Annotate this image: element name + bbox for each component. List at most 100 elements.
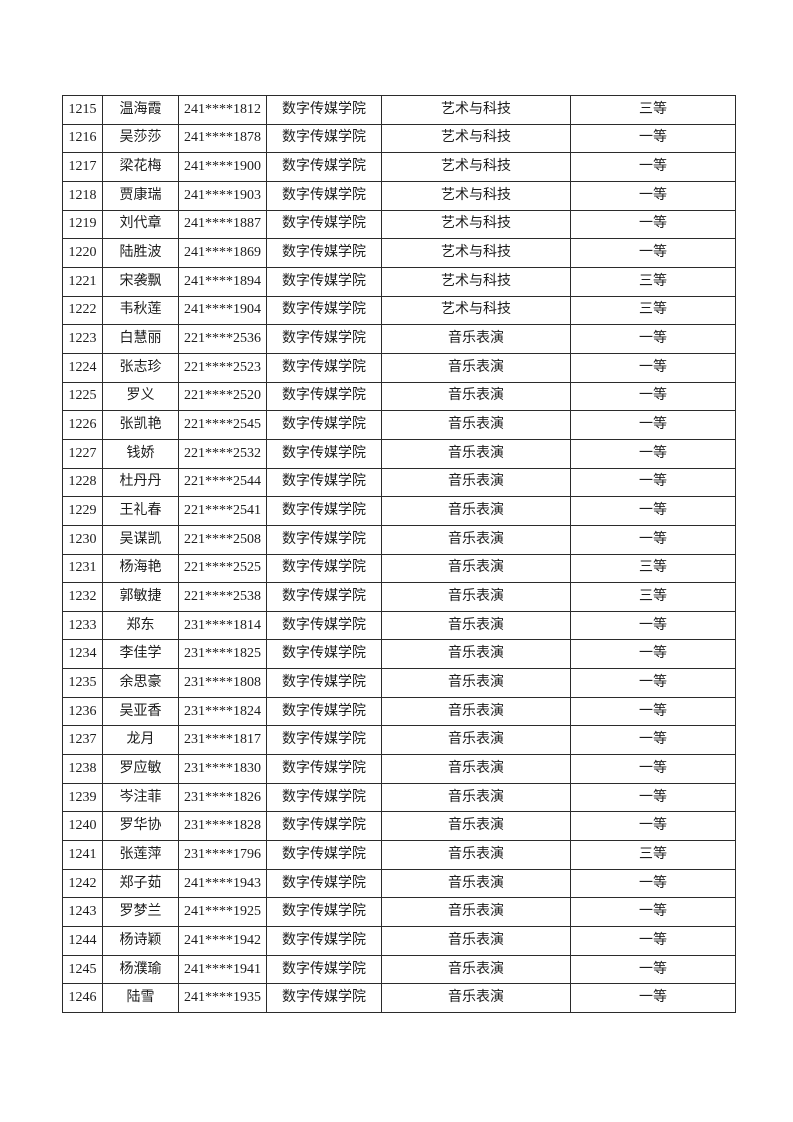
cell-student-id: 231****1817 <box>178 725 267 756</box>
table-row: 1226 张凯艳 221****2545 数字传媒学院 音乐表演 一等 <box>62 410 736 440</box>
cell-award-level: 一等 <box>570 954 736 985</box>
cell-name: 钱娇 <box>102 438 179 469</box>
cell-name: 岑注菲 <box>102 782 179 813</box>
cell-serial: 1224 <box>62 352 103 383</box>
cell-student-id: 241****1878 <box>178 123 267 154</box>
table-row: 1239 岑注菲 231****1826 数字传媒学院 音乐表演 一等 <box>62 782 736 813</box>
cell-award-level: 三等 <box>570 295 736 326</box>
cell-award-level: 一等 <box>570 782 736 813</box>
cell-major: 音乐表演 <box>381 668 571 698</box>
cell-student-id: 221****2541 <box>178 496 267 526</box>
cell-major: 音乐表演 <box>381 553 571 584</box>
cell-student-id: 241****1887 <box>178 209 267 240</box>
cell-college: 数字传媒学院 <box>266 209 382 240</box>
cell-award-level: 一等 <box>570 926 736 956</box>
cell-name: 张莲萍 <box>102 840 179 870</box>
table-row: 1215 温海霞 241****1812 数字传媒学院 艺术与科技 三等 <box>62 95 736 125</box>
cell-major: 艺术与科技 <box>381 238 571 268</box>
cell-major: 音乐表演 <box>381 696 571 727</box>
cell-award-level: 一等 <box>570 524 736 555</box>
cell-major: 音乐表演 <box>381 868 571 899</box>
cell-serial: 1239 <box>62 782 103 813</box>
cell-name: 罗应敏 <box>102 754 179 784</box>
cell-major: 音乐表演 <box>381 954 571 985</box>
cell-college: 数字传媒学院 <box>266 438 382 469</box>
cell-award-level: 一等 <box>570 152 736 182</box>
cell-college: 数字传媒学院 <box>266 496 382 526</box>
table-row: 1224 张志珍 221****2523 数字传媒学院 音乐表演 一等 <box>62 352 736 383</box>
cell-college: 数字传媒学院 <box>266 668 382 698</box>
cell-major: 艺术与科技 <box>381 180 571 211</box>
cell-student-id: 241****1904 <box>178 295 267 326</box>
cell-student-id: 231****1796 <box>178 840 267 870</box>
cell-student-id: 221****2523 <box>178 352 267 383</box>
cell-major: 音乐表演 <box>381 725 571 756</box>
cell-student-id: 241****1941 <box>178 954 267 985</box>
cell-college: 数字传媒学院 <box>266 696 382 727</box>
cell-name: 杨诗颖 <box>102 926 179 956</box>
cell-major: 音乐表演 <box>381 811 571 842</box>
cell-college: 数字传媒学院 <box>266 639 382 670</box>
cell-award-level: 一等 <box>570 352 736 383</box>
cell-serial: 1219 <box>62 209 103 240</box>
cell-major: 音乐表演 <box>381 352 571 383</box>
table-row: 1220 陆胜波 241****1869 数字传媒学院 艺术与科技 一等 <box>62 238 736 268</box>
table-row: 1242 郑子茹 241****1943 数字传媒学院 音乐表演 一等 <box>62 868 736 899</box>
cell-college: 数字传媒学院 <box>266 238 382 268</box>
cell-award-level: 一等 <box>570 238 736 268</box>
table-row: 1216 吴莎莎 241****1878 数字传媒学院 艺术与科技 一等 <box>62 123 736 154</box>
award-table: 1215 温海霞 241****1812 数字传媒学院 艺术与科技 三等 1216 吴莎莎 24… <box>62 95 736 1013</box>
cell-serial: 1216 <box>62 123 103 154</box>
cell-name: 贾康瑞 <box>102 180 179 211</box>
cell-serial: 1225 <box>62 381 103 412</box>
cell-serial: 1220 <box>62 238 103 268</box>
cell-name: 郭敏捷 <box>102 582 179 612</box>
cell-major: 艺术与科技 <box>381 123 571 154</box>
cell-award-level: 一等 <box>570 123 736 154</box>
cell-award-level: 一等 <box>570 410 736 440</box>
cell-serial: 1232 <box>62 582 103 612</box>
cell-college: 数字传媒学院 <box>266 868 382 899</box>
table-row: 1217 梁花梅 241****1900 数字传媒学院 艺术与科技 一等 <box>62 152 736 182</box>
cell-name: 罗义 <box>102 381 179 412</box>
cell-college: 数字传媒学院 <box>266 725 382 756</box>
cell-name: 王礼春 <box>102 496 179 526</box>
cell-name: 郑子茹 <box>102 868 179 899</box>
cell-serial: 1229 <box>62 496 103 526</box>
cell-student-id: 231****1808 <box>178 668 267 698</box>
cell-award-level: 一等 <box>570 496 736 526</box>
table-row: 1227 钱娇 221****2532 数字传媒学院 音乐表演 一等 <box>62 438 736 469</box>
cell-award-level: 三等 <box>570 840 736 870</box>
cell-major: 音乐表演 <box>381 524 571 555</box>
cell-student-id: 231****1830 <box>178 754 267 784</box>
cell-college: 数字传媒学院 <box>266 381 382 412</box>
cell-college: 数字传媒学院 <box>266 954 382 985</box>
cell-student-id: 221****2538 <box>178 582 267 612</box>
cell-name: 张凯艳 <box>102 410 179 440</box>
cell-award-level: 一等 <box>570 754 736 784</box>
cell-serial: 1217 <box>62 152 103 182</box>
table-row: 1236 吴亚香 231****1824 数字传媒学院 音乐表演 一等 <box>62 696 736 727</box>
table-row: 1231 杨海艳 221****2525 数字传媒学院 音乐表演 三等 <box>62 553 736 584</box>
table-row: 1228 杜丹丹 221****2544 数字传媒学院 音乐表演 一等 <box>62 467 736 498</box>
cell-college: 数字传媒学院 <box>266 610 382 641</box>
cell-serial: 1244 <box>62 926 103 956</box>
cell-award-level: 一等 <box>570 639 736 670</box>
cell-name: 龙月 <box>102 725 179 756</box>
cell-student-id: 241****1943 <box>178 868 267 899</box>
cell-serial: 1234 <box>62 639 103 670</box>
table-row: 1244 杨诗颖 241****1942 数字传媒学院 音乐表演 一等 <box>62 926 736 956</box>
cell-college: 数字传媒学院 <box>266 811 382 842</box>
cell-award-level: 一等 <box>570 180 736 211</box>
cell-major: 艺术与科技 <box>381 152 571 182</box>
cell-student-id: 231****1825 <box>178 639 267 670</box>
cell-college: 数字传媒学院 <box>266 324 382 354</box>
cell-name: 张志珍 <box>102 352 179 383</box>
table-row: 1243 罗梦兰 241****1925 数字传媒学院 音乐表演 一等 <box>62 897 736 928</box>
cell-student-id: 241****1903 <box>178 180 267 211</box>
cell-award-level: 一等 <box>570 381 736 412</box>
cell-major: 音乐表演 <box>381 381 571 412</box>
cell-award-level: 三等 <box>570 553 736 584</box>
cell-major: 音乐表演 <box>381 926 571 956</box>
cell-award-level: 一等 <box>570 897 736 928</box>
